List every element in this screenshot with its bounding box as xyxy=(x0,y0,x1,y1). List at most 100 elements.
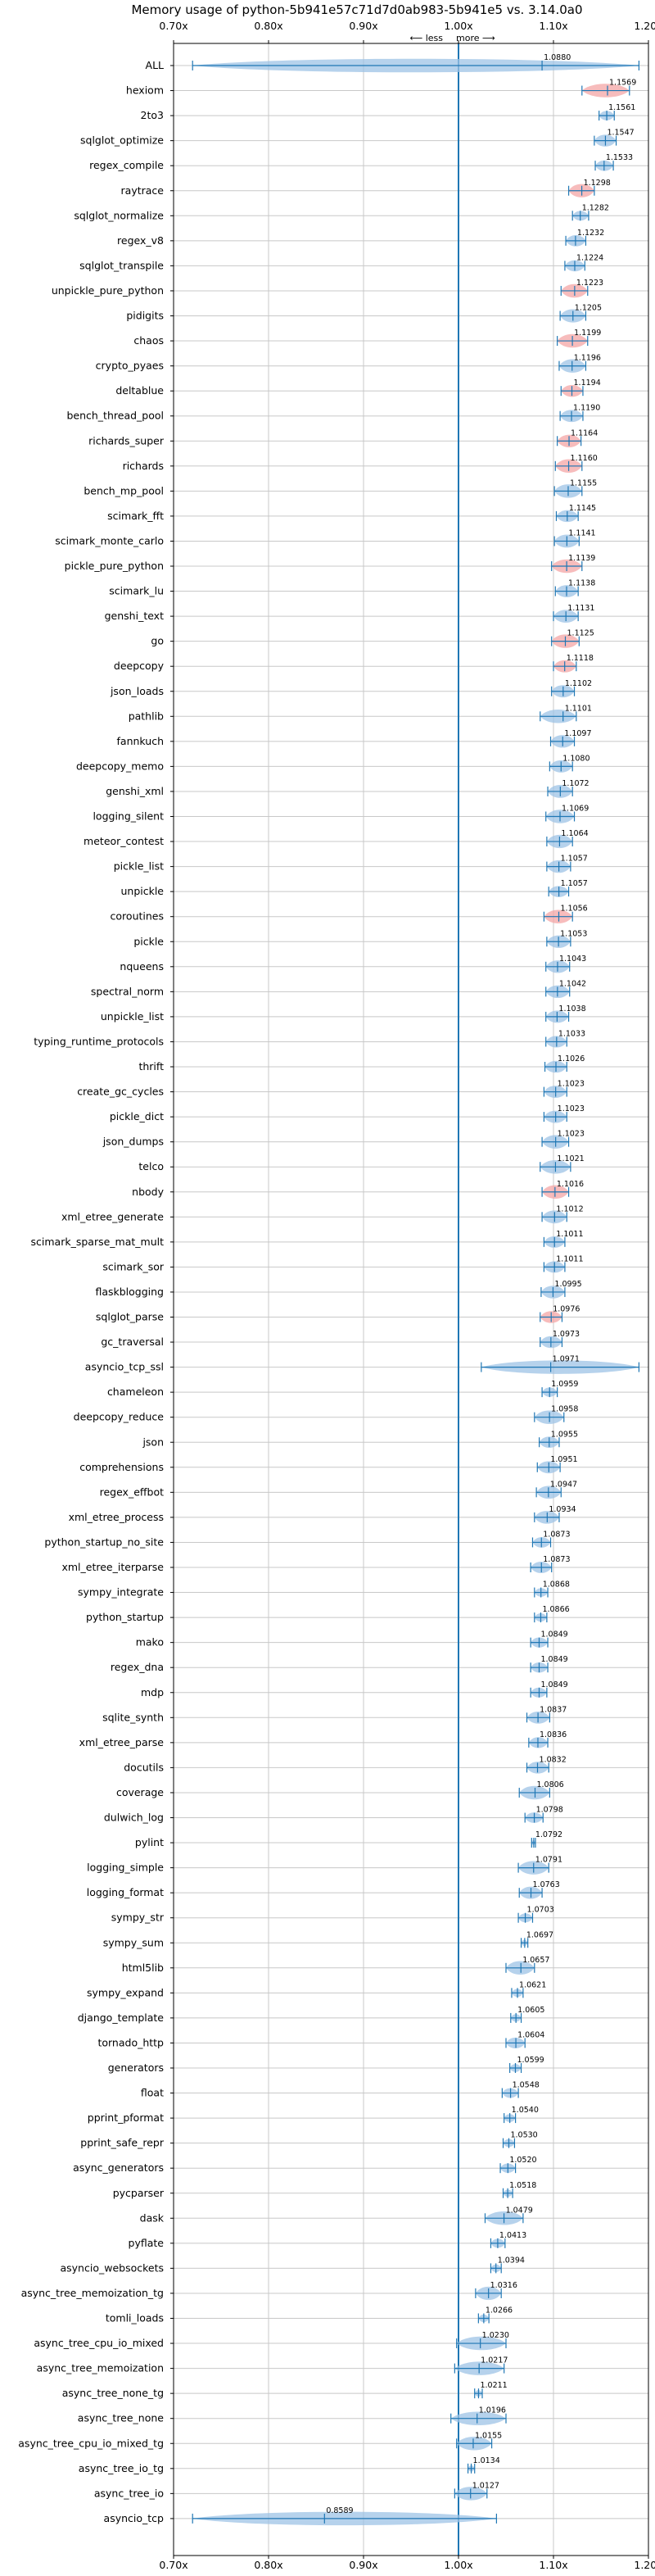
value-label: 1.1102 xyxy=(565,679,592,688)
benchmark-label: go xyxy=(151,635,164,647)
value-label: 1.0211 xyxy=(480,2381,507,2390)
value-label: 1.1023 xyxy=(558,1130,585,1139)
benchmark-label: html5lib xyxy=(122,1961,164,1974)
value-label: 1.1023 xyxy=(558,1080,585,1089)
value-label: 1.0971 xyxy=(553,1355,580,1364)
benchmark-label: pickle_pure_python xyxy=(65,560,164,572)
x-tick-label-bottom: 1.20x xyxy=(634,2559,655,2571)
benchmark-label: pidigits xyxy=(126,310,164,322)
benchmark-label: async_tree_io xyxy=(94,2487,164,2499)
value-label: 1.1033 xyxy=(558,1029,585,1038)
value-label: 1.1131 xyxy=(567,604,594,613)
benchmark-label: async_generators xyxy=(73,2161,164,2174)
benchmark-label: sqlglot_normalize xyxy=(74,209,164,221)
benchmark-label: pprint_pformat xyxy=(88,2111,164,2124)
value-label: 1.0849 xyxy=(540,1630,567,1639)
benchmark-label: async_tree_cpu_io_mixed xyxy=(34,2337,164,2349)
plot-frame xyxy=(173,43,649,2556)
value-label: 1.1223 xyxy=(576,279,603,288)
value-label: 1.1164 xyxy=(571,429,598,438)
value-label: 1.1125 xyxy=(567,629,594,638)
benchmark-label: sympy_integrate xyxy=(78,1586,164,1599)
value-label: 1.1057 xyxy=(561,855,588,864)
value-label: 1.0605 xyxy=(517,2006,544,2015)
value-label: 1.1026 xyxy=(558,1054,585,1064)
benchmark-label: tomli_loads xyxy=(106,2312,164,2324)
x-tick-label-bottom: 0.80x xyxy=(254,2559,282,2571)
value-label: 1.1016 xyxy=(557,1180,584,1189)
benchmark-label: sqlite_synth xyxy=(102,1711,164,1723)
value-label: 1.0873 xyxy=(543,1530,570,1539)
benchmark-label: asyncio_tcp_ssl xyxy=(85,1361,164,1373)
benchmark-label: logging_simple xyxy=(87,1862,164,1874)
x-tick-label-top: 0.90x xyxy=(349,20,377,32)
benchmark-label: gc_traversal xyxy=(101,1336,164,1348)
benchmark-label: meteor_contest xyxy=(84,835,164,847)
benchmark-label: regex_effbot xyxy=(100,1485,164,1498)
value-label: 1.0196 xyxy=(479,2406,506,2415)
benchmark-label: genshi_text xyxy=(105,610,164,622)
value-label: 1.0951 xyxy=(550,1455,577,1464)
value-label: 1.0806 xyxy=(536,1780,563,1789)
benchmark-label: unpickle_list xyxy=(101,1010,164,1023)
value-label: 1.1072 xyxy=(562,779,589,788)
value-label: 1.0703 xyxy=(527,1906,554,1915)
benchmark-label: nqueens xyxy=(120,960,164,973)
value-label: 1.1080 xyxy=(562,754,590,763)
benchmark-label: 2to3 xyxy=(141,109,164,121)
value-label: 1.0866 xyxy=(542,1605,569,1614)
benchmark-label: scimark_monte_carlo xyxy=(55,534,164,546)
value-label: 1.0849 xyxy=(540,1680,567,1689)
violin-layer xyxy=(192,43,640,2556)
x-tick-label-bottom: 1.10x xyxy=(539,2559,567,2571)
value-label: 1.1038 xyxy=(558,1005,585,1014)
benchmark-label: coroutines xyxy=(111,910,164,923)
benchmark-label: sqlglot_parse xyxy=(96,1311,164,1323)
chart-title: Memory usage of python-5b941e57c71d7d0ab… xyxy=(131,2,582,17)
value-label: 1.0934 xyxy=(549,1505,576,1514)
benchmark-label: chaos xyxy=(133,334,164,347)
value-label: 1.1011 xyxy=(556,1254,583,1263)
x-tick-label-top: 1.00x xyxy=(444,20,472,32)
benchmark-label: scimark_lu xyxy=(109,585,164,597)
benchmark-label: hexiom xyxy=(126,84,164,97)
value-label: 1.0657 xyxy=(522,1956,549,1965)
value-label: 1.1547 xyxy=(607,129,634,138)
benchmark-label: crypto_pyaes xyxy=(96,360,164,372)
value-label: 1.0995 xyxy=(554,1280,581,1289)
value-label: 1.0873 xyxy=(543,1555,570,1564)
value-label: 1.0266 xyxy=(486,2306,513,2315)
benchmark-label: deepcopy_memo xyxy=(76,760,164,772)
benchmark-label: tornado_http xyxy=(97,2036,164,2048)
benchmark-label: sympy_str xyxy=(111,1912,165,1924)
value-label: 1.1194 xyxy=(574,379,601,388)
value-label: 1.1101 xyxy=(565,704,592,713)
benchmark-label: sympy_expand xyxy=(87,1986,164,1998)
benchmark-label: pickle xyxy=(133,935,164,947)
value-label: 1.0959 xyxy=(551,1380,578,1389)
benchmark-label: logging_silent xyxy=(93,810,164,823)
x-tick-label-top: 0.70x xyxy=(159,20,187,32)
value-label: 1.1569 xyxy=(609,79,636,88)
benchmark-label: json xyxy=(142,1435,164,1448)
value-label: 1.0479 xyxy=(506,2206,533,2215)
benchmark-label: pycparser xyxy=(113,2187,165,2199)
value-label: 1.0217 xyxy=(481,2356,508,2365)
value-label: 1.0880 xyxy=(544,53,571,62)
value-label: 1.1118 xyxy=(567,654,594,663)
value-label: 1.0621 xyxy=(519,1980,546,1989)
benchmark-label: richards_super xyxy=(88,434,165,447)
value-label: 1.0947 xyxy=(550,1480,577,1489)
value-label: 1.0798 xyxy=(536,1806,563,1815)
value-label: 1.1232 xyxy=(577,229,604,238)
value-label: 1.0127 xyxy=(472,2481,499,2490)
benchmark-label: json_loads xyxy=(110,685,164,697)
benchmark-label: python_startup_no_site xyxy=(44,1535,164,1548)
value-label: 1.1069 xyxy=(562,805,589,814)
benchmark-label: nbody xyxy=(132,1186,164,1198)
value-label: 1.1042 xyxy=(559,979,586,988)
benchmark-label: json_dumps xyxy=(102,1136,164,1148)
benchmark-label: spectral_norm xyxy=(91,985,164,997)
benchmark-label: float xyxy=(141,2087,164,2099)
